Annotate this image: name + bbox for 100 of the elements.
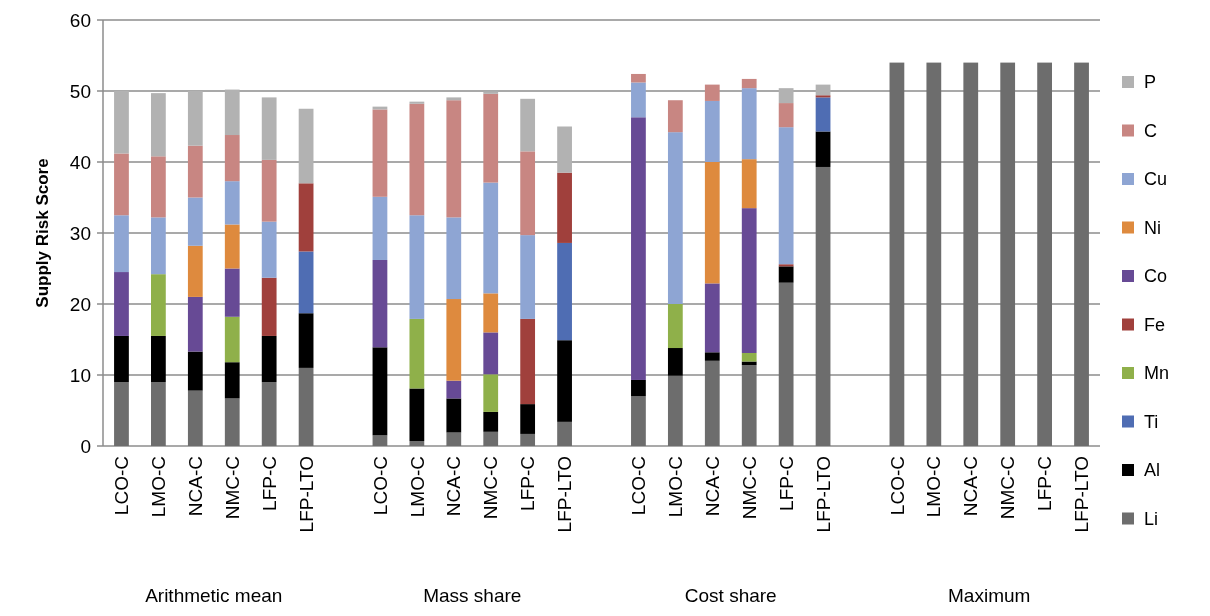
bar — [704, 162, 720, 284]
y-axis-title: Supply Risk Score — [33, 158, 52, 308]
bar — [151, 274, 166, 336]
bar — [409, 101, 425, 104]
bar — [815, 131, 831, 167]
x-tick-label: LFP-LTO — [295, 456, 317, 533]
bar — [483, 293, 499, 333]
legend-label: Li — [1144, 508, 1159, 529]
bar — [631, 117, 646, 380]
y-tick-label: 0 — [80, 435, 91, 457]
bar — [963, 62, 979, 446]
bar — [409, 103, 425, 216]
bar — [446, 217, 462, 300]
bar — [114, 153, 129, 216]
y-tick-label: 50 — [69, 80, 91, 102]
bar — [704, 283, 720, 353]
x-tick-label: LFP-C — [1034, 456, 1056, 511]
x-tick-label: NCA-C — [184, 456, 206, 517]
x-tick-label: NCA-C — [443, 456, 465, 517]
bar — [704, 84, 720, 101]
bar — [372, 196, 388, 260]
bar — [298, 313, 314, 368]
bar — [704, 360, 720, 446]
x-tick-label: NMC-C — [997, 456, 1019, 520]
bar — [409, 215, 425, 319]
bar — [114, 335, 129, 383]
x-tick-label: NMC-C — [738, 456, 760, 520]
bar — [187, 145, 203, 198]
x-tick-label: LCO-C — [886, 456, 908, 516]
bar — [667, 348, 683, 376]
bar — [483, 374, 499, 412]
y-tick-label: 60 — [69, 9, 91, 31]
bar — [778, 88, 794, 104]
bar — [114, 382, 129, 446]
bar — [187, 296, 203, 352]
bar — [114, 91, 129, 154]
bar — [778, 103, 794, 128]
bar — [667, 304, 683, 349]
bar — [114, 215, 129, 273]
bar — [520, 98, 536, 152]
bar — [778, 127, 794, 265]
x-tick-label: LMO-C — [665, 456, 686, 518]
bar — [631, 379, 646, 397]
bar — [224, 398, 240, 446]
bar — [926, 62, 942, 446]
x-tick-label: NCA-C — [960, 456, 982, 517]
bar — [261, 382, 277, 446]
bar — [151, 156, 166, 218]
text: Mass share — [423, 585, 522, 606]
bar — [409, 388, 425, 442]
x-tick-label: LFP-C — [775, 456, 797, 511]
x-tick-label: LFP-LTO — [554, 456, 576, 533]
bar — [704, 352, 720, 361]
bar — [557, 242, 572, 341]
bar — [631, 396, 646, 446]
bar — [261, 335, 277, 383]
bar — [815, 95, 831, 98]
bar — [224, 89, 240, 136]
legend-label: C — [1144, 120, 1157, 141]
x-tick-label: NMC-C — [480, 456, 502, 520]
x-tick-label: NMC-C — [221, 456, 243, 520]
bar — [298, 108, 314, 184]
legend-label: Cu — [1144, 169, 1168, 190]
bar — [704, 100, 720, 162]
x-tick-label: LCO-C — [369, 456, 391, 516]
bar — [557, 126, 572, 173]
bar — [557, 172, 572, 243]
legend-label: Ti — [1144, 411, 1159, 432]
text: Maximum — [948, 585, 1031, 606]
bar — [298, 183, 314, 252]
bar — [741, 78, 757, 89]
bar — [224, 135, 240, 182]
legend-label: Mn — [1144, 363, 1170, 384]
bar — [298, 251, 314, 314]
x-tick-label: LFP-C — [258, 456, 280, 511]
bar — [520, 318, 536, 405]
bar — [409, 318, 425, 389]
x-tick-label: LCO-C — [628, 456, 650, 516]
bar — [261, 277, 277, 336]
bar — [446, 97, 462, 101]
legend-label: Co — [1144, 266, 1168, 287]
bar — [741, 352, 757, 362]
x-tick-label: LMO-C — [148, 456, 170, 518]
bar — [483, 91, 499, 94]
bar — [741, 88, 757, 160]
bar — [261, 159, 277, 222]
x-tick-label: LMO-C — [406, 456, 428, 518]
text: Cost share — [684, 585, 777, 606]
bar — [187, 91, 203, 146]
bar — [1074, 62, 1089, 446]
legend-label: Al — [1144, 460, 1161, 481]
bar — [631, 73, 646, 83]
x-tick-label: LMO-C — [923, 456, 945, 518]
bar — [446, 432, 462, 446]
bar — [187, 197, 203, 246]
y-tick-label: 30 — [69, 222, 91, 244]
y-tick-label: 10 — [69, 364, 91, 386]
bar — [187, 351, 203, 391]
bar — [520, 235, 536, 319]
bar — [224, 316, 240, 363]
